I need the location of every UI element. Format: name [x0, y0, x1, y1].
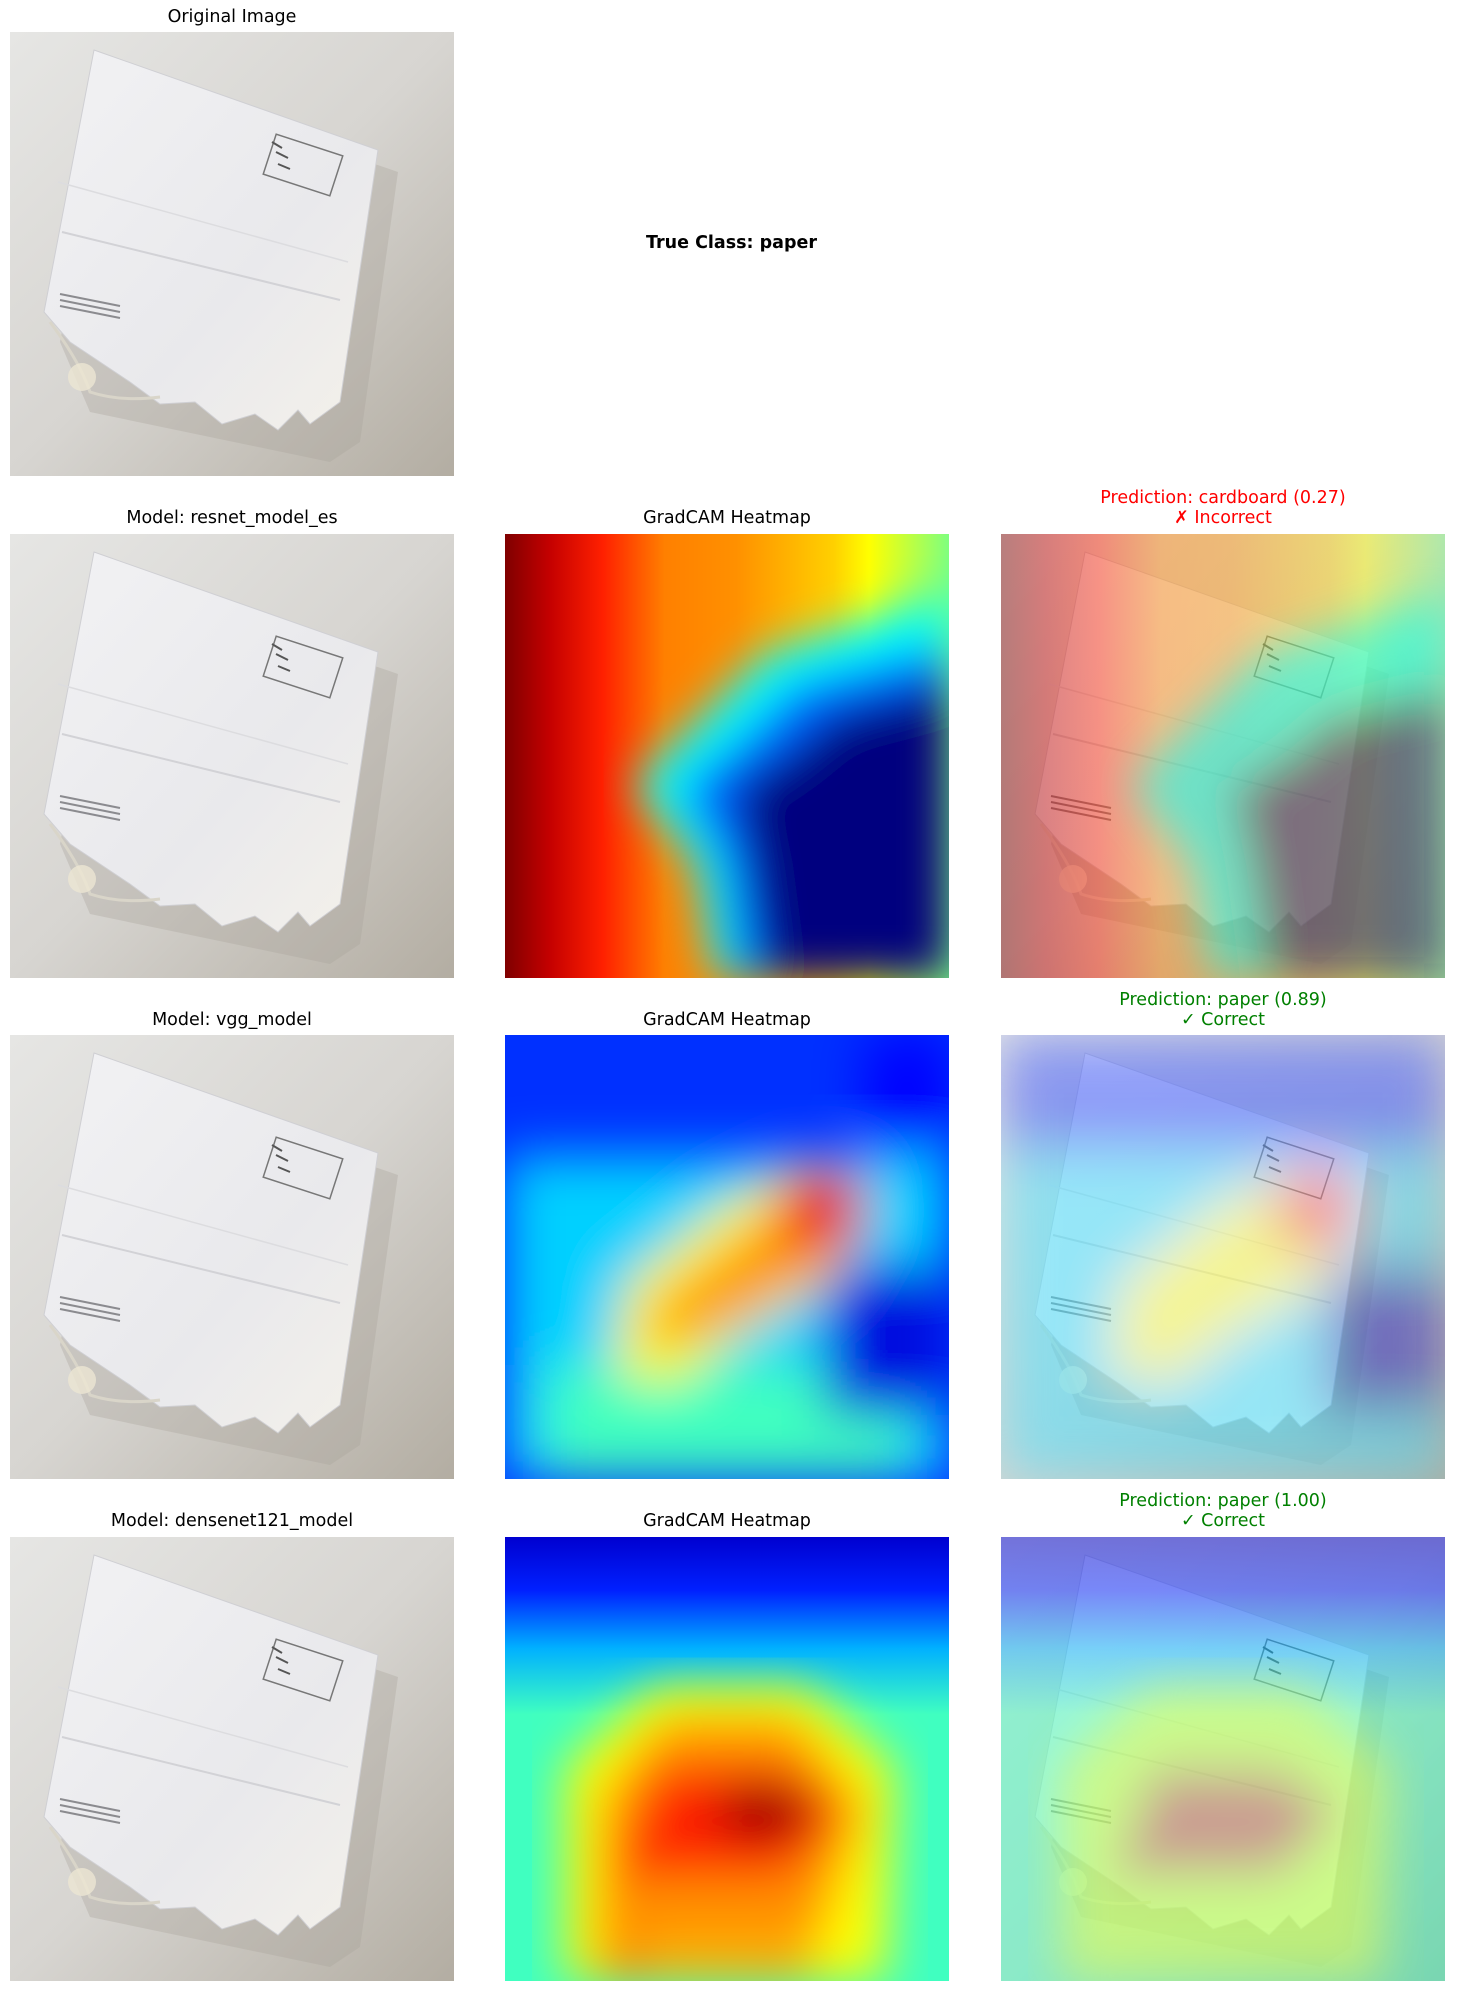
true-class-label: True Class: paper	[646, 233, 818, 253]
gradcam-overlay	[1001, 1035, 1445, 1479]
heatmap-title: GradCAM Heatmap	[643, 1511, 811, 1531]
gradcam-overlay	[1001, 534, 1445, 978]
model-input-image	[10, 1035, 454, 1479]
heatmap-title: GradCAM Heatmap	[643, 1010, 811, 1030]
prediction-label: Prediction: paper (1.00)	[1119, 1491, 1327, 1511]
model-input-image	[10, 1537, 454, 1981]
original-image-title: Original Image	[167, 7, 297, 27]
gradcam-heatmap	[505, 1537, 949, 1981]
verdict-label: ✓ Correct	[1180, 1010, 1266, 1030]
gradcam-heatmap	[505, 534, 949, 978]
prediction-label: Prediction: cardboard (0.27)	[1100, 488, 1346, 508]
model-input-image	[10, 534, 454, 978]
verdict-label: ✓ Correct	[1180, 1511, 1266, 1531]
model-title: Model: densenet121_model	[110, 1511, 354, 1531]
verdict-label: ✗ Incorrect	[1174, 508, 1272, 528]
gradcam-heatmap	[505, 1035, 949, 1479]
heatmap-title: GradCAM Heatmap	[643, 508, 811, 528]
model-title: Model: vgg_model	[152, 1010, 312, 1030]
original-image	[10, 32, 454, 476]
prediction-label: Prediction: paper (0.89)	[1119, 990, 1327, 1010]
gradcam-overlay	[1001, 1537, 1445, 1981]
model-title: Model: resnet_model_es	[126, 508, 338, 528]
